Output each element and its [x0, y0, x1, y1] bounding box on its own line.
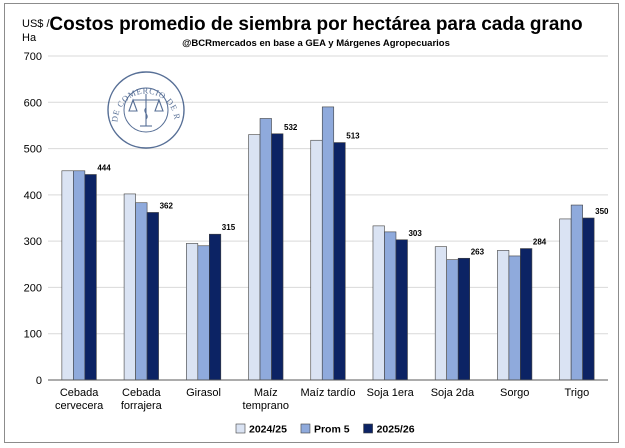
x-category-label: Sorgo [500, 387, 529, 399]
x-category-label: Soja 1era [367, 387, 415, 399]
x-category-label: Cebada [60, 387, 99, 399]
bar-2024-25 [61, 170, 74, 381]
bar-2025-26 [209, 233, 222, 381]
data-label: 362 [160, 201, 174, 210]
bar-2025-26 [457, 257, 470, 381]
legend-label: Prom 5 [314, 424, 350, 436]
bar-2024-25 [434, 246, 447, 381]
bar-2024-25 [559, 218, 572, 381]
x-category-label: Cebada [122, 387, 161, 399]
bar-2025-26 [395, 239, 408, 381]
chart-title: Costos promedio de siembra por hectárea … [49, 14, 582, 35]
bar-prom-5 [73, 170, 86, 381]
bar-prom-5 [321, 106, 335, 381]
bar-2024-25 [372, 225, 385, 381]
data-label: 513 [346, 132, 360, 141]
y-tick-label: 100 [24, 329, 42, 341]
bar-prom-5 [135, 202, 148, 381]
y-tick-label: 500 [24, 144, 42, 156]
x-category-label: forrajera [121, 400, 163, 412]
data-label: 532 [284, 123, 298, 132]
legend-swatch [363, 423, 373, 434]
y-axis-unit-line-1: US$ / [22, 18, 50, 30]
bar-2024-25 [497, 250, 510, 381]
bar-2025-26 [582, 217, 595, 381]
legend-swatch [300, 423, 311, 434]
x-category-label: cervecera [55, 400, 104, 412]
y-tick-label: 200 [24, 282, 42, 294]
y-tick-label: 0 [36, 375, 42, 387]
data-label: 444 [97, 163, 111, 172]
legend-label: 2025/26 [377, 424, 415, 436]
data-label: 315 [222, 223, 236, 232]
y-tick-label: 400 [24, 190, 42, 202]
bar-2024-25 [186, 243, 199, 381]
scales-of-justice-icon [128, 94, 164, 127]
x-category-label: Girasol [186, 387, 221, 399]
y-axis-ticks: 0 100 200 300 400 500 600 700 [24, 51, 42, 387]
data-label: 303 [408, 229, 422, 238]
bar-2025-26 [333, 142, 346, 381]
data-label: 263 [471, 247, 485, 256]
y-tick-label: 700 [24, 51, 42, 63]
x-category-label: Trigo [565, 387, 590, 399]
bar-2025-26 [271, 133, 284, 381]
bar-2025-26 [84, 174, 97, 381]
bar-2025-26 [146, 212, 159, 381]
bar-2024-25 [248, 134, 261, 381]
bar-prom-5 [384, 231, 397, 381]
legend-swatch [235, 423, 246, 434]
y-axis-unit-line-2: Ha [22, 32, 37, 44]
data-label: 284 [533, 238, 547, 247]
y-tick-label: 300 [24, 236, 42, 248]
x-category-label: Soja 2da [431, 387, 475, 399]
legend-label: 2024/25 [249, 424, 287, 436]
data-labels: 444 362 315 532 513 303 263 284 350 [97, 123, 609, 257]
x-category-label: temprano [243, 400, 289, 412]
x-category-label: Maíz [254, 387, 278, 399]
bar-prom-5 [570, 204, 583, 381]
legend: 2024/25 Prom 5 2025/26 [235, 423, 415, 436]
bar-2025-26 [520, 248, 533, 381]
bar-2024-25 [123, 193, 136, 381]
bars [61, 106, 595, 381]
bar-prom-5 [259, 118, 272, 381]
bar-prom-5 [446, 259, 459, 381]
y-tick-label: 600 [24, 97, 42, 109]
data-label: 350 [595, 207, 609, 216]
bar-2024-25 [310, 139, 323, 381]
bar-prom-5 [197, 245, 210, 381]
x-category-label: Maíz tardío [300, 387, 355, 399]
bar-prom-5 [508, 255, 521, 381]
chart-subtitle: @BCRmercados en base a GEA y Márgenes Ag… [182, 38, 450, 49]
